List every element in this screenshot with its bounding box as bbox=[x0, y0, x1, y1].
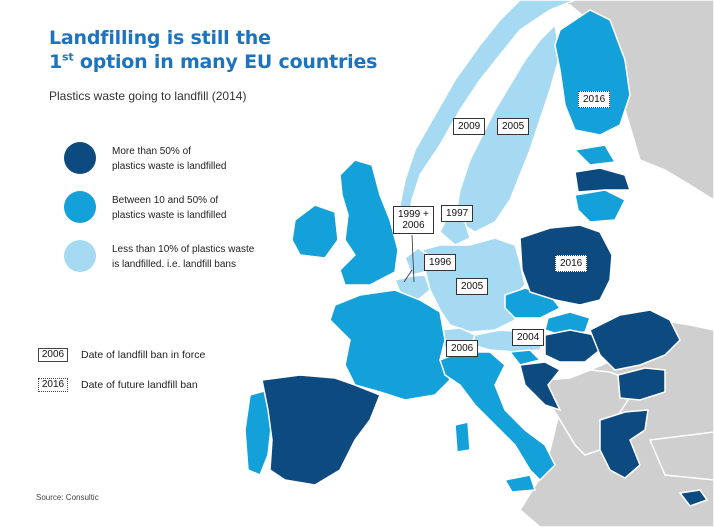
lithuania bbox=[574, 189, 627, 223]
hungary bbox=[544, 329, 601, 363]
france bbox=[329, 289, 451, 401]
key-dotted-year: 2016 bbox=[38, 378, 68, 392]
key-dotted-text: Date of future landfill ban bbox=[81, 379, 198, 391]
slovenia bbox=[508, 349, 542, 366]
legend-medium-line1: Between 10 and 50% of bbox=[112, 195, 219, 206]
bulgaria bbox=[617, 367, 666, 401]
united-kingdom bbox=[339, 159, 399, 286]
ireland bbox=[291, 204, 339, 259]
estonia bbox=[573, 144, 617, 166]
legend-medium-line2: plastics waste is landfilled bbox=[112, 210, 227, 221]
cyprus bbox=[678, 489, 709, 507]
spain bbox=[261, 374, 381, 486]
connector-netherlands bbox=[411, 234, 415, 283]
slovakia bbox=[544, 311, 591, 336]
legend-text-medium: Between 10 and 50% of plastics waste is … bbox=[112, 193, 292, 223]
year-label-poland: 2016 bbox=[555, 255, 588, 272]
year-label-netherlands-line2: 2006 bbox=[402, 220, 425, 231]
year-label-netherlands-line1: 1999 + bbox=[398, 209, 429, 220]
title-line-2-rest: option in many EU countries bbox=[73, 51, 378, 73]
subtitle: Plastics waste going to landfill (2014) bbox=[49, 89, 247, 103]
year-label-austria: 2004 bbox=[512, 329, 545, 346]
title-line-1: Landfilling is still the bbox=[49, 27, 271, 49]
romania bbox=[589, 309, 681, 371]
source-note: Source: Consultic bbox=[36, 493, 99, 502]
year-label-belgium: 1996 bbox=[424, 254, 457, 271]
connector-belgium bbox=[403, 269, 413, 283]
italy bbox=[439, 351, 556, 482]
legend-high-line1: More than 50% of bbox=[112, 146, 191, 157]
key-solid-year: 2006 bbox=[38, 348, 68, 362]
finland bbox=[554, 9, 631, 136]
sicily bbox=[503, 474, 537, 493]
year-label-norway: 2009 bbox=[453, 118, 486, 135]
legend-low-line2: is landfilled. i.e. landfill bans bbox=[112, 259, 236, 270]
latvia bbox=[574, 167, 632, 193]
title-ordinal: st bbox=[62, 50, 74, 64]
chart-title: Landfilling is still the 1st option in m… bbox=[49, 26, 377, 74]
sardinia bbox=[454, 421, 471, 453]
year-label-denmark: 1997 bbox=[441, 205, 474, 222]
legend-swatch-medium bbox=[64, 191, 96, 223]
legend-low-line1: Less than 10% of plastics waste bbox=[112, 244, 255, 255]
croatia bbox=[519, 361, 562, 412]
legend-high-line2: plastics waste is landfilled bbox=[112, 161, 227, 172]
norway bbox=[399, 0, 576, 228]
key-solid-text: Date of landfill ban in force bbox=[81, 349, 206, 361]
title-line-2-number: 1 bbox=[49, 51, 63, 73]
legend-text-high: More than 50% of plastics waste is landf… bbox=[112, 144, 292, 174]
year-label-netherlands: 1999 + 2006 bbox=[393, 206, 434, 234]
year-label-switzerland: 2006 bbox=[446, 340, 479, 357]
legend-swatch-low bbox=[64, 240, 96, 272]
greece bbox=[599, 409, 649, 479]
year-label-germany: 2005 bbox=[456, 278, 489, 295]
legend-text-low: Less than 10% of plastics waste is landf… bbox=[112, 242, 292, 272]
year-label-finland: 2016 bbox=[578, 91, 611, 108]
legend-swatch-high bbox=[64, 142, 96, 174]
year-label-sweden: 2005 bbox=[497, 118, 530, 135]
turkey bbox=[648, 431, 714, 481]
